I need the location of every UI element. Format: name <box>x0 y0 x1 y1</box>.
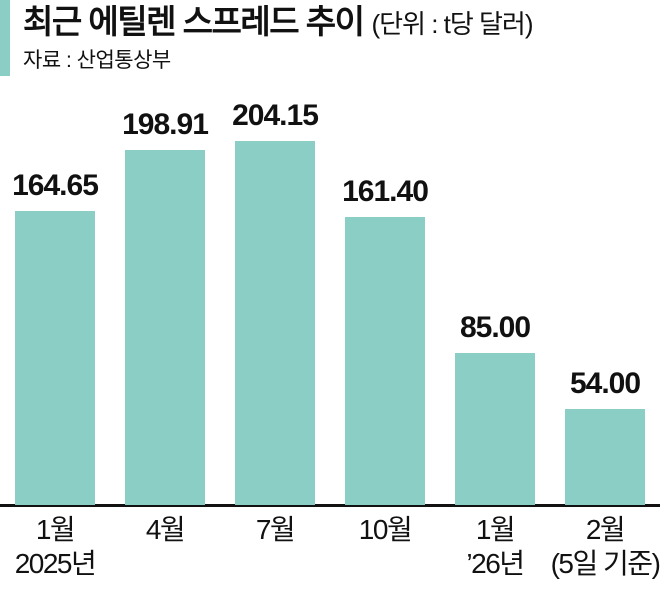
x-tick-label: 1월 <box>35 514 76 545</box>
bar-value-label: 198.91 <box>122 108 209 141</box>
x-tick-label: 4월 <box>145 514 186 545</box>
bar <box>455 353 535 505</box>
bar-value-label: 85.00 <box>459 311 531 344</box>
bar-value-label: 54.00 <box>569 367 641 400</box>
x-axis-line <box>0 504 660 507</box>
title-row: 최근 에틸렌 스프레드 추이 (단위 : t당 달러) <box>23 0 660 44</box>
x-tick-label: 10월 <box>358 514 413 545</box>
bar <box>15 211 95 505</box>
x-sub-label: ’26년 <box>466 548 525 579</box>
bar <box>565 409 645 505</box>
x-sub-label: (5일 기준) <box>550 548 660 579</box>
x-tick-label: 7월 <box>255 514 296 545</box>
bar-value-label: 161.40 <box>342 175 429 208</box>
chart-header: 최근 에틸렌 스프레드 추이 (단위 : t당 달러) 자료 : 산업통상부 <box>23 0 660 76</box>
bar-value-label: 204.15 <box>232 99 319 132</box>
x-tick-label: 2월 <box>585 514 626 545</box>
bar <box>345 217 425 505</box>
bar-value-label: 164.65 <box>12 169 99 202</box>
bar <box>235 141 315 505</box>
bar <box>125 150 205 505</box>
x-sub-label: 2025년 <box>14 548 97 579</box>
chart-title: 최근 에틸렌 스프레드 추이 <box>23 3 365 40</box>
accent-bar <box>0 0 10 76</box>
source-label: 자료 : 산업통상부 <box>23 49 171 72</box>
unit-label: (단위 : t당 달러) <box>371 9 533 39</box>
x-tick-label: 1월 <box>475 514 516 545</box>
